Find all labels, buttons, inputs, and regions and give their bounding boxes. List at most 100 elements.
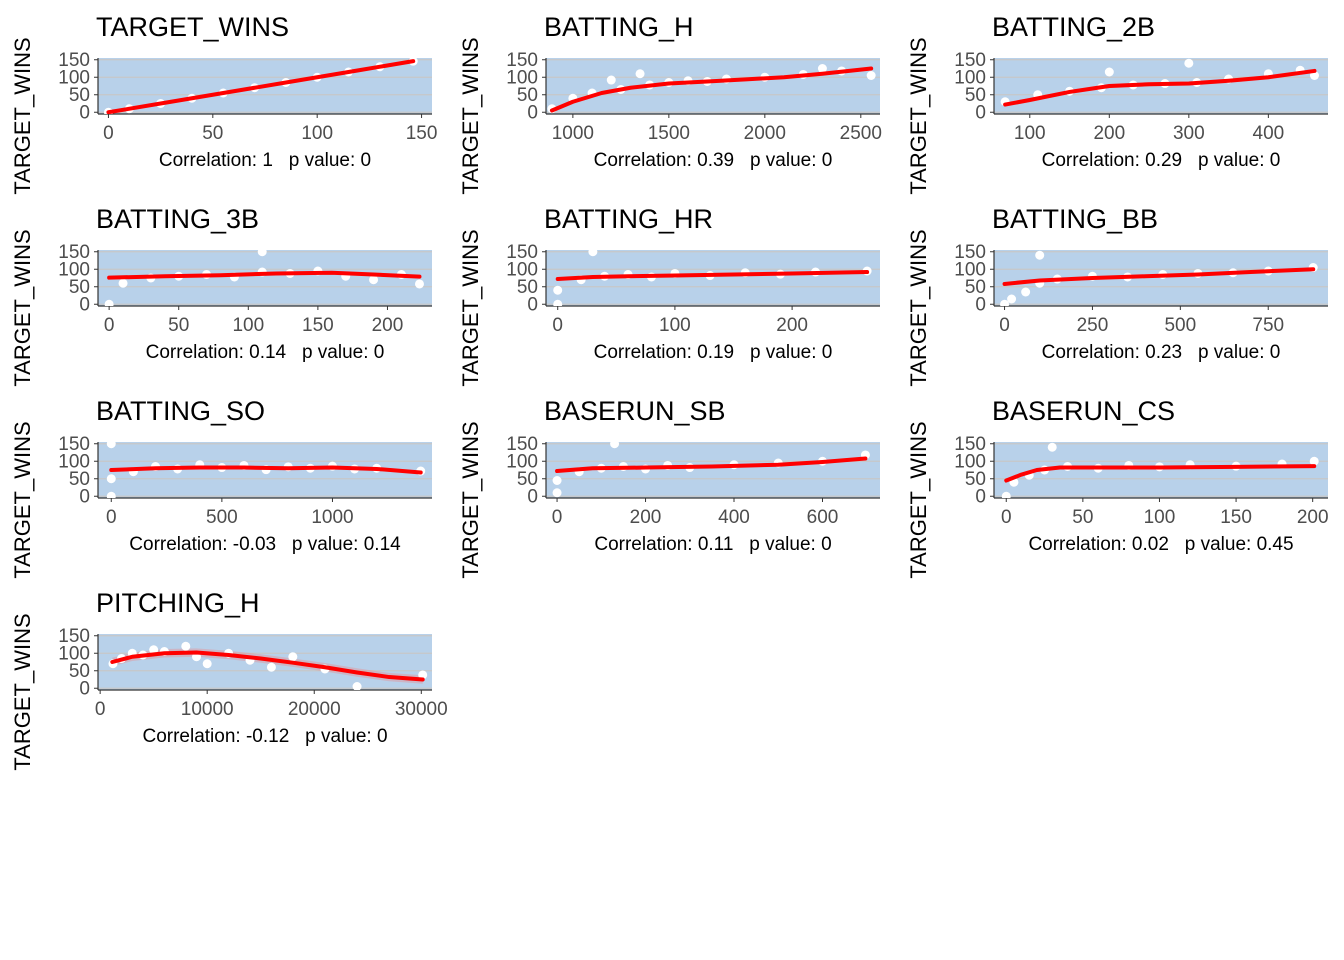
- data-point: [1000, 299, 1010, 306]
- data-point: [606, 75, 616, 85]
- data-point: [1309, 456, 1319, 466]
- data-point: [1047, 442, 1057, 452]
- panel-background: [546, 58, 880, 114]
- y-tick-label: 150: [954, 434, 986, 455]
- x-tick-label: 30000: [395, 699, 448, 720]
- x-tick-label: 100: [1144, 507, 1176, 528]
- x-tick-label: 200: [776, 315, 808, 336]
- data-point: [257, 248, 267, 257]
- y-tick-label: 0: [975, 486, 986, 507]
- panel-marks: [553, 248, 872, 306]
- panel-title: BATTING_SO: [96, 396, 265, 426]
- panel-background: [98, 634, 432, 690]
- x-tick-label: 0: [552, 507, 563, 528]
- y-tick-label: 50: [517, 277, 538, 298]
- y-tick-label: 0: [975, 294, 986, 315]
- x-tick-label: 200: [630, 507, 662, 528]
- y-tick-label: 0: [527, 102, 538, 123]
- x-tick-label: 50: [168, 315, 189, 336]
- panel-title: PITCHING_H: [96, 588, 260, 618]
- y-tick-label: 50: [965, 277, 986, 298]
- y-tick-label: 100: [58, 451, 90, 472]
- correlation-caption: Correlation: 0.11 p value: 0: [594, 534, 831, 555]
- data-point: [552, 488, 562, 498]
- y-tick-label: 100: [506, 67, 538, 88]
- x-tick-label: 100: [301, 123, 333, 144]
- panel-title: BATTING_BB: [992, 204, 1158, 234]
- smooth-trend-line: [549, 66, 874, 113]
- data-point: [106, 474, 116, 484]
- y-axis-label: TARGET_WINS: [10, 613, 35, 770]
- y-tick-label: 100: [506, 259, 538, 280]
- y-tick-label: 150: [58, 434, 90, 455]
- smooth-trend-line: [110, 650, 425, 682]
- y-tick-label: 100: [506, 451, 538, 472]
- y-tick-label: 50: [517, 469, 538, 490]
- x-tick-label: 20000: [288, 699, 341, 720]
- panel-title: BASERUN_SB: [544, 396, 726, 426]
- panel-marks: [547, 64, 876, 114]
- data-point: [266, 662, 276, 672]
- panel-title: BATTING_2B: [992, 12, 1155, 42]
- smooth-trend-line: [555, 456, 868, 474]
- panel-title: BATTING_HR: [544, 204, 713, 234]
- data-point: [106, 440, 116, 449]
- y-tick-label: 100: [954, 67, 986, 88]
- y-tick-label: 150: [506, 242, 538, 263]
- y-tick-label: 50: [965, 469, 986, 490]
- x-tick-label: 0: [104, 315, 115, 336]
- y-tick-label: 150: [506, 434, 538, 455]
- y-axis-label: TARGET_WINS: [10, 37, 35, 194]
- data-point: [106, 491, 116, 498]
- x-tick-label: 100: [232, 315, 264, 336]
- data-point: [553, 299, 563, 306]
- panel-marks: [106, 440, 426, 498]
- x-tick-label: 0: [95, 699, 106, 720]
- data-point: [817, 64, 827, 73]
- data-point: [588, 248, 598, 257]
- x-tick-label: 2000: [744, 123, 786, 144]
- y-axis-label: TARGET_WINS: [458, 421, 483, 578]
- data-point: [181, 641, 191, 651]
- data-point: [635, 69, 645, 79]
- y-tick-label: 150: [58, 50, 90, 71]
- data-point: [369, 275, 379, 285]
- x-tick-label: 50: [1072, 507, 1093, 528]
- y-tick-label: 50: [517, 85, 538, 106]
- x-tick-label: 250: [1077, 315, 1109, 336]
- correlation-caption: Correlation: 0.23 p value: 0: [1042, 342, 1281, 363]
- y-tick-label: 0: [527, 294, 538, 315]
- y-axis-label: TARGET_WINS: [458, 229, 483, 386]
- x-tick-label: 0: [103, 123, 114, 144]
- smooth-trend-line: [555, 270, 870, 282]
- panel-marks: [108, 641, 428, 690]
- correlation-caption: Correlation: 0.02 p value: 0.45: [1028, 534, 1293, 555]
- correlation-caption: Correlation: 1 p value: 0: [159, 150, 371, 171]
- smooth-trend-line: [106, 59, 416, 114]
- y-axis-label: TARGET_WINS: [458, 37, 483, 194]
- y-tick-label: 150: [954, 242, 986, 263]
- y-tick-label: 100: [954, 259, 986, 280]
- data-point: [553, 285, 563, 295]
- panel-marks: [104, 248, 424, 306]
- panel-marks: [103, 56, 418, 114]
- data-point: [1021, 287, 1031, 297]
- x-tick-label: 1500: [648, 123, 690, 144]
- correlation-caption: Correlation: -0.03 p value: 0.14: [129, 534, 401, 555]
- x-tick-label: 150: [406, 123, 438, 144]
- x-tick-label: 500: [206, 507, 238, 528]
- x-tick-label: 1000: [311, 507, 353, 528]
- y-tick-label: 0: [79, 294, 90, 315]
- x-tick-label: 2500: [840, 123, 882, 144]
- data-point: [1007, 294, 1017, 304]
- x-tick-label: 150: [302, 315, 334, 336]
- panel-marks: [1001, 442, 1319, 498]
- x-tick-label: 0: [1001, 507, 1012, 528]
